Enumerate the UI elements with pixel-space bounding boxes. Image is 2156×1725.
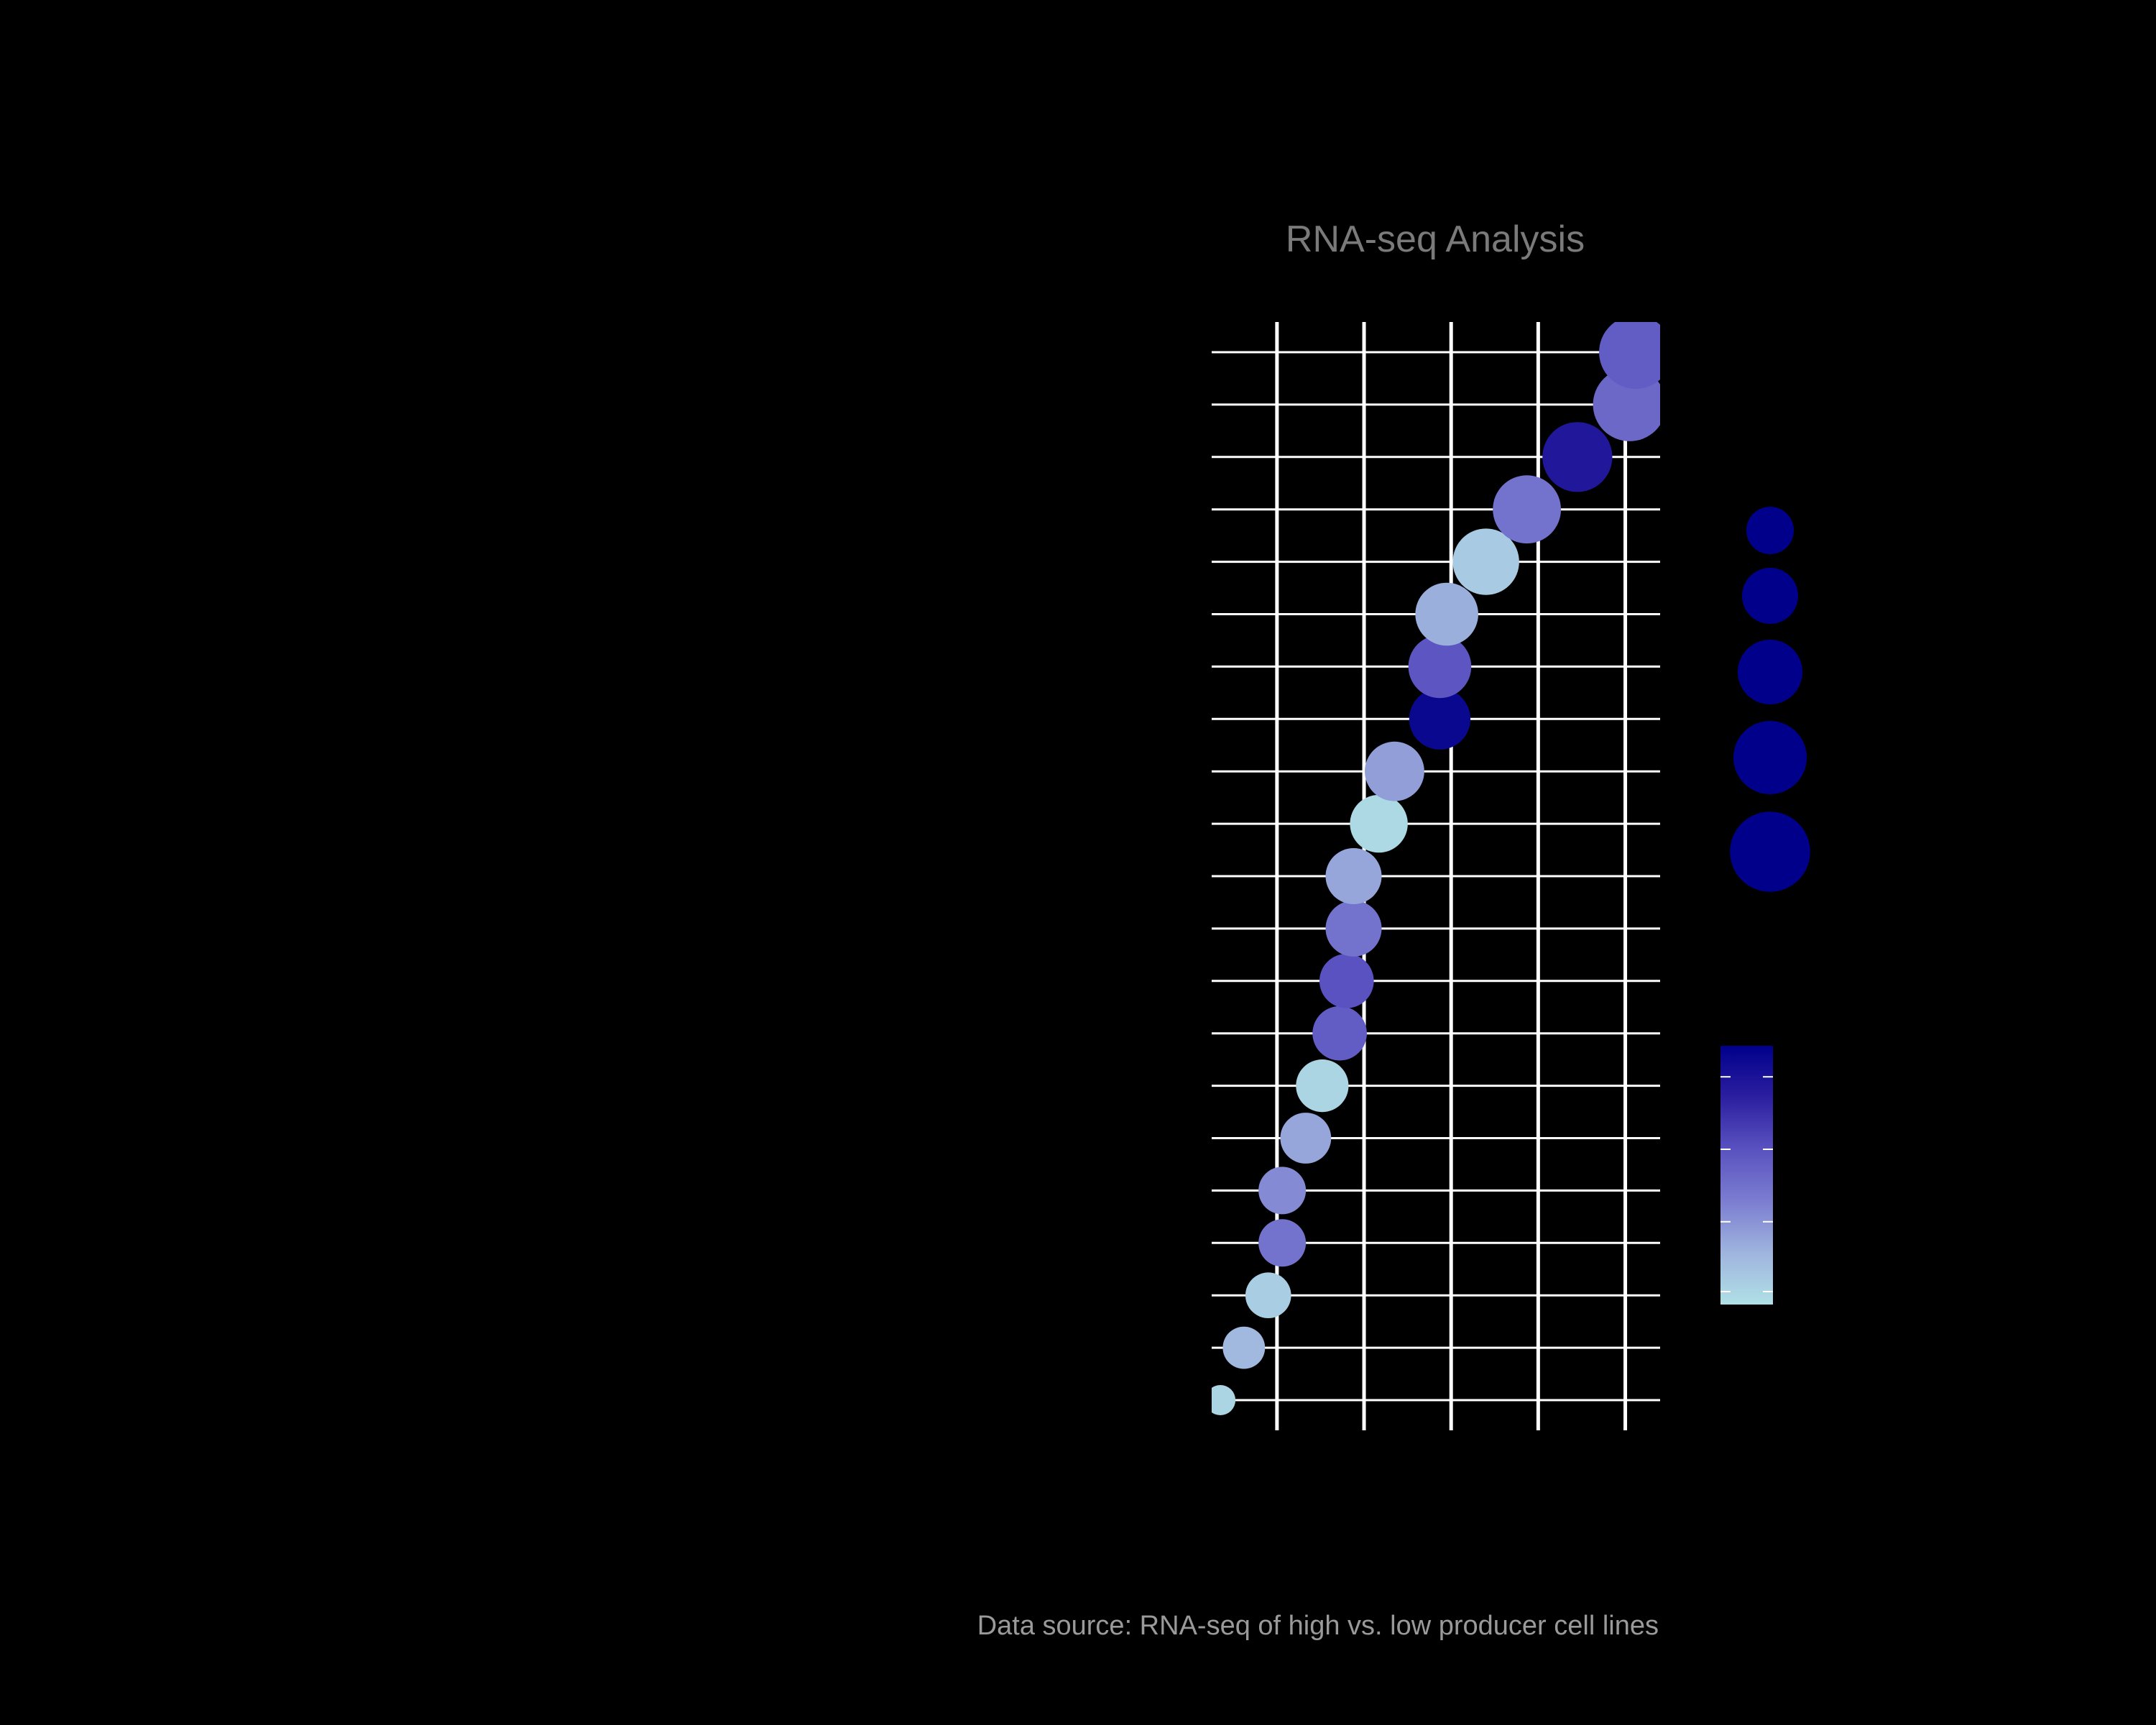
data-point — [1408, 635, 1472, 699]
data-point — [1312, 1006, 1367, 1061]
chart-title: RNA-seq Analysis — [1286, 218, 1585, 260]
data-point — [1452, 528, 1519, 595]
data-point — [1325, 848, 1382, 904]
size-legend — [1730, 507, 1810, 892]
size-legend-key — [1742, 568, 1798, 624]
plot-area — [1212, 322, 1660, 1430]
data-point — [1350, 794, 1408, 853]
chart-caption: Data source: RNA-seq of high vs. low pro… — [977, 1611, 1659, 1641]
data-point — [1409, 688, 1471, 750]
data-point — [1599, 322, 1660, 389]
data-point — [1212, 1385, 1236, 1415]
data-point — [1493, 475, 1562, 544]
data-point — [1258, 1167, 1307, 1215]
data-point — [1365, 741, 1424, 801]
data-point — [1319, 954, 1374, 1008]
data-point — [1325, 900, 1382, 957]
points-layer — [1212, 322, 1660, 1415]
size-legend-key — [1738, 640, 1802, 704]
size-legend-key — [1730, 811, 1810, 892]
data-point — [1415, 582, 1478, 646]
colorbar — [1720, 1046, 1773, 1305]
size-legend-key — [1733, 721, 1807, 794]
size-legend-key — [1746, 507, 1794, 554]
data-point — [1542, 422, 1613, 492]
data-point — [1258, 1219, 1307, 1267]
data-point — [1222, 1326, 1266, 1369]
data-point — [1280, 1113, 1332, 1164]
data-point — [1245, 1272, 1291, 1318]
data-point — [1296, 1059, 1349, 1113]
color-legend — [1720, 1046, 1773, 1305]
